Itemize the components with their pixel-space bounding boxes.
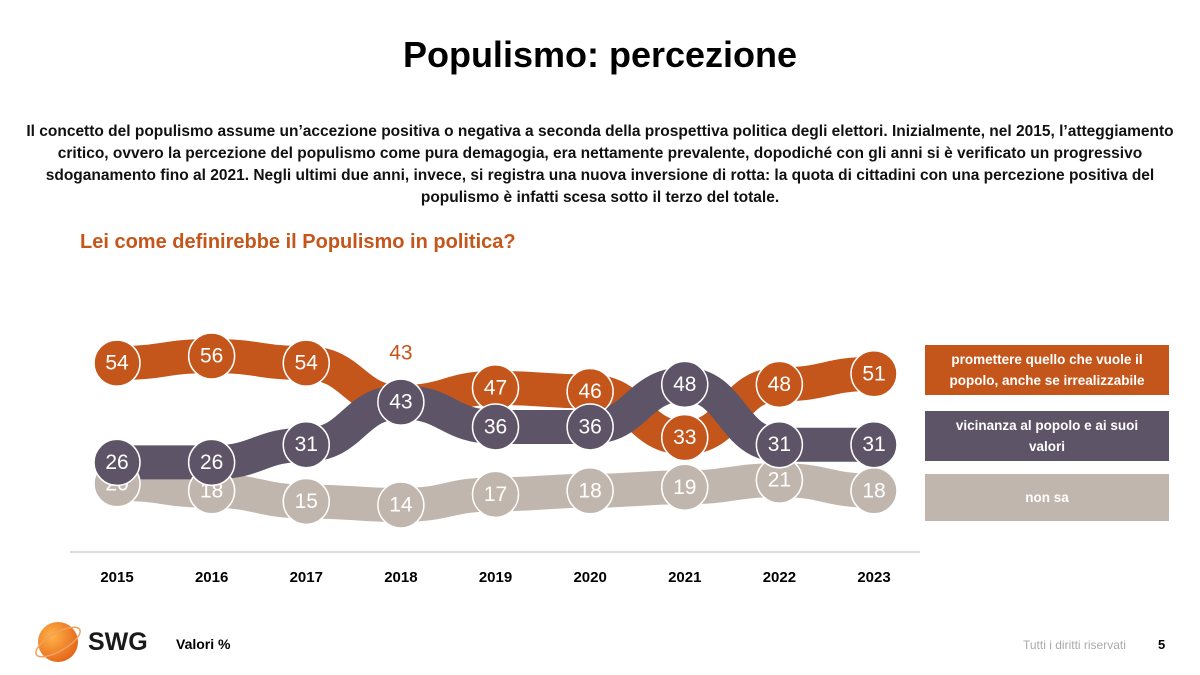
point <box>661 413 709 462</box>
value-label: 48 <box>673 373 696 396</box>
point <box>282 420 330 469</box>
page-number: 5 <box>1158 637 1166 652</box>
point <box>566 467 614 515</box>
question: Lei come definirebbe il Populismo in pol… <box>80 231 516 253</box>
value-label: 21 <box>768 469 791 492</box>
x-tick-label: 2023 <box>857 569 890 586</box>
point <box>93 339 141 387</box>
point <box>93 438 141 487</box>
point <box>661 360 709 409</box>
value-label: 56 <box>200 345 223 368</box>
value-label: 18 <box>578 479 601 502</box>
x-tick-label: 2019 <box>479 569 512 586</box>
value-label: 54 <box>105 352 129 375</box>
point <box>471 470 520 519</box>
point <box>850 420 898 469</box>
value-label: 26 <box>105 451 128 474</box>
x-tick-label: 2022 <box>763 569 796 586</box>
x-tick-label: 2020 <box>573 569 606 586</box>
description: Il concetto del populismo assume un’acce… <box>26 123 1174 206</box>
value-label: 18 <box>862 479 885 502</box>
value-label: 47 <box>484 376 507 399</box>
legend-entry: vicinanza al popolo e ai suoi valori <box>925 411 1169 461</box>
value-label: 43 <box>389 391 412 414</box>
title: Populismo: percezione <box>402 34 798 75</box>
x-tick-label: 2016 <box>195 569 228 586</box>
logo <box>38 622 78 662</box>
point <box>377 481 425 529</box>
value-label: 43 <box>389 342 412 365</box>
point <box>755 360 804 409</box>
value-label: 26 <box>200 451 223 474</box>
point <box>755 420 804 469</box>
point <box>187 332 236 380</box>
value-label: 15 <box>295 490 318 513</box>
note: Valori % <box>176 636 231 652</box>
brand: SWG <box>88 628 148 656</box>
value-label: 36 <box>484 415 507 438</box>
legend-entry: promettere quello che vuole il popolo, a… <box>925 345 1169 395</box>
value-label: 33 <box>673 426 696 449</box>
point <box>566 403 614 451</box>
value-label: 31 <box>768 433 791 456</box>
value-label: 46 <box>578 380 601 403</box>
value-label: 51 <box>862 362 885 385</box>
x-tick-label: 2017 <box>290 569 323 586</box>
point <box>377 378 425 426</box>
value-label: 31 <box>862 433 885 456</box>
x-tick-label: 2018 <box>384 569 417 586</box>
x-tick-label: 2021 <box>668 569 701 586</box>
value-label: 48 <box>768 373 791 396</box>
x-tick-label: 2015 <box>100 569 133 586</box>
point <box>282 477 330 526</box>
value-label: 31 <box>295 433 318 456</box>
point <box>471 403 520 451</box>
value-label: 36 <box>578 415 601 438</box>
legend-entry: non sa <box>925 474 1169 521</box>
logo-ring <box>35 626 81 658</box>
point <box>282 339 330 387</box>
value-label: 14 <box>389 494 413 517</box>
value-label: 54 <box>295 352 319 375</box>
rights: Tutti i diritti riservati <box>1023 638 1126 652</box>
value-label: 17 <box>484 483 507 506</box>
point <box>661 463 709 512</box>
point <box>850 349 898 398</box>
value-label: 19 <box>673 476 696 499</box>
point <box>187 438 236 487</box>
